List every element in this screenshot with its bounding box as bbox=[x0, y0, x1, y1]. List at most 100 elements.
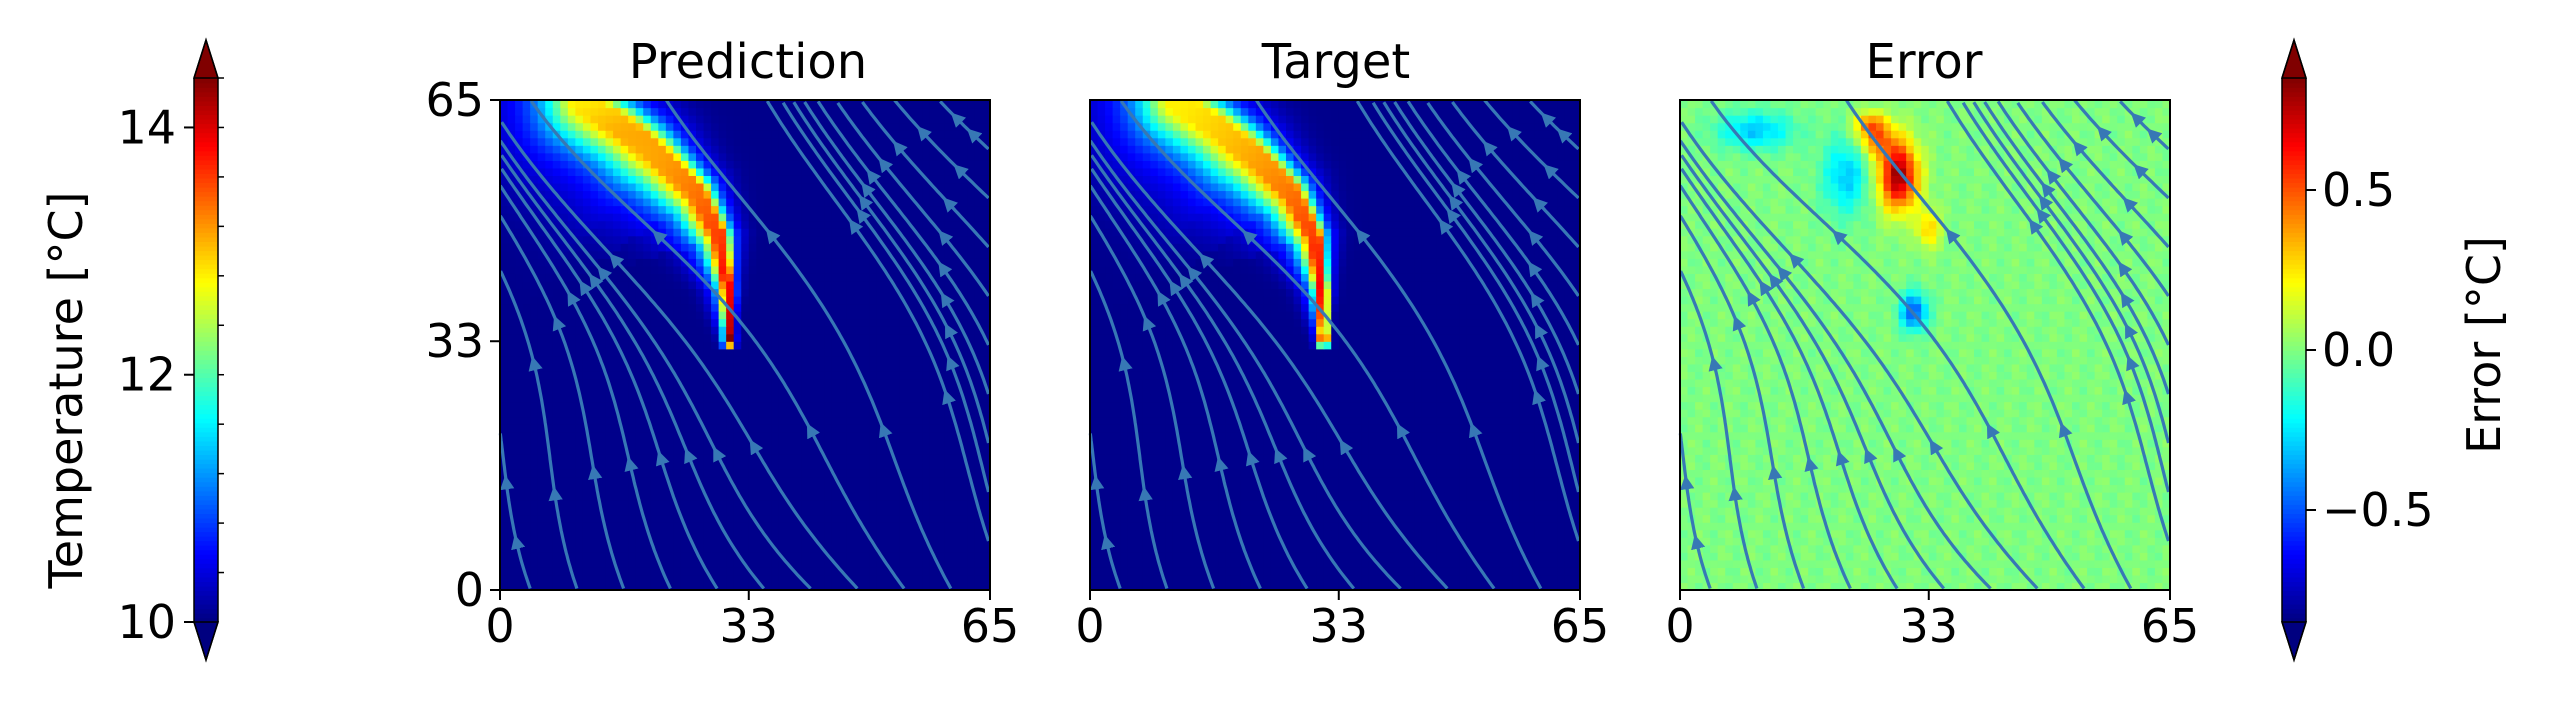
streamline-arrow bbox=[806, 423, 821, 440]
streamline bbox=[1678, 214, 1806, 590]
streamline-arrow bbox=[1691, 534, 1706, 551]
streamline-arrow bbox=[579, 280, 594, 297]
streamline-arrow bbox=[1274, 448, 1288, 465]
streamline bbox=[1680, 167, 1899, 590]
colorbar-tick-label: 0.5 bbox=[2322, 163, 2395, 217]
streamline-arrow bbox=[1090, 474, 1105, 491]
colorbar-tick-label: 10 bbox=[117, 595, 176, 649]
streamline-arrow bbox=[2118, 230, 2134, 246]
streamline-arrow bbox=[1804, 456, 1819, 473]
colorbar-tick-label: 0.0 bbox=[2322, 323, 2395, 377]
streamline-arrow bbox=[1439, 219, 1454, 235]
streamline-arrow bbox=[597, 266, 613, 282]
streamline bbox=[1678, 184, 1852, 590]
streamline bbox=[1996, 100, 2170, 346]
streamline-arrow bbox=[1708, 356, 1723, 372]
streamline bbox=[1679, 270, 1759, 590]
streamline bbox=[1090, 154, 1356, 590]
streamline bbox=[781, 101, 991, 493]
streamline-arrow bbox=[1728, 486, 1743, 502]
streamline bbox=[803, 101, 991, 395]
streamline bbox=[1426, 101, 1580, 297]
streamline-arrow bbox=[1832, 230, 1848, 246]
streamline-arrow bbox=[1396, 423, 1411, 440]
streamline-arrow bbox=[1355, 228, 1371, 245]
streamline bbox=[1089, 270, 1169, 590]
streamline bbox=[1972, 101, 2171, 444]
streamline-arrow bbox=[2130, 112, 2147, 128]
streamline-arrow bbox=[1835, 450, 1850, 467]
streamline bbox=[2016, 101, 2170, 297]
streamline-arrow bbox=[966, 128, 983, 144]
streamline-arrow bbox=[945, 323, 958, 340]
streamline bbox=[498, 214, 626, 590]
streamline bbox=[1371, 101, 1581, 493]
streamline bbox=[1088, 214, 1216, 590]
streamline bbox=[1406, 100, 1580, 346]
streamline bbox=[1679, 139, 1992, 590]
streamline-arrow bbox=[1929, 439, 1944, 456]
streamline bbox=[498, 184, 672, 590]
streamline bbox=[1119, 99, 1496, 590]
streamline-arrow bbox=[1451, 182, 1466, 199]
streamline-arrow bbox=[1747, 290, 1761, 307]
streamline-arrow bbox=[2133, 164, 2149, 180]
streamline-arrow bbox=[567, 290, 581, 307]
streamline bbox=[1355, 100, 1581, 542]
streamline bbox=[1090, 167, 1309, 590]
x-tick-label: 65 bbox=[1551, 599, 1610, 653]
streamline-arrow bbox=[2118, 261, 2133, 278]
streamline-arrow bbox=[652, 230, 668, 246]
streamline-arrow bbox=[1303, 446, 1317, 463]
streamline-arrow bbox=[1532, 197, 1548, 213]
streamline-arrow bbox=[2125, 323, 2138, 340]
streamline-arrow bbox=[849, 219, 864, 235]
streamline-arrow bbox=[938, 261, 953, 278]
panel-title-prediction: Prediction bbox=[629, 34, 867, 90]
streamline-arrow bbox=[1768, 464, 1783, 481]
colorbar-extend-min bbox=[2280, 621, 2308, 663]
streamline-arrow bbox=[528, 356, 543, 372]
streamline-arrow bbox=[749, 439, 764, 456]
streamline-arrow bbox=[950, 112, 967, 128]
streamline-arrow bbox=[713, 446, 727, 463]
streamline-arrow bbox=[1101, 534, 1116, 551]
streamline bbox=[1089, 139, 1402, 590]
x-tick-label: 0 bbox=[1665, 599, 1694, 653]
streamline bbox=[893, 99, 990, 200]
streamline-arrow bbox=[2120, 292, 2135, 309]
streamline-arrow bbox=[1528, 261, 1543, 278]
y-tick-label: 65 bbox=[425, 73, 484, 127]
streamline-arrow bbox=[953, 164, 969, 180]
streamline bbox=[816, 100, 990, 346]
streamline bbox=[529, 99, 906, 590]
streamline bbox=[1945, 100, 2171, 542]
streamline bbox=[1680, 121, 2039, 590]
streamline-arrow bbox=[1468, 157, 1484, 174]
streamline bbox=[500, 121, 859, 590]
streamline-arrow bbox=[1893, 446, 1907, 463]
streamline-arrow bbox=[2146, 128, 2163, 144]
streamline-arrow bbox=[2038, 194, 2054, 211]
streamline-arrow bbox=[1214, 456, 1229, 473]
streamline-arrow bbox=[552, 315, 567, 332]
streamline-arrow bbox=[861, 182, 876, 199]
streamline-arrow bbox=[942, 389, 956, 406]
streamline-arrow bbox=[684, 448, 698, 465]
streamline-arrow bbox=[765, 228, 781, 245]
streamline-arrow bbox=[878, 157, 894, 174]
streamline-arrow bbox=[2058, 422, 2073, 439]
streamline-arrow bbox=[2122, 197, 2138, 213]
streamline-arrow bbox=[917, 126, 933, 142]
streamline bbox=[1678, 433, 1712, 590]
colorbar-temperature: 10 12 14 Temperature [°C] bbox=[39, 37, 224, 663]
streamline-arrow bbox=[1157, 290, 1171, 307]
streamline-arrow bbox=[1543, 164, 1559, 180]
streamline-arrow bbox=[1118, 356, 1133, 372]
streamline-arrow bbox=[548, 486, 563, 502]
streamline-arrow bbox=[1732, 315, 1747, 332]
streamline-arrow bbox=[942, 197, 958, 213]
streamline-arrow bbox=[1245, 450, 1260, 467]
streamline bbox=[1483, 99, 1580, 200]
streamline-arrow bbox=[1178, 464, 1193, 481]
